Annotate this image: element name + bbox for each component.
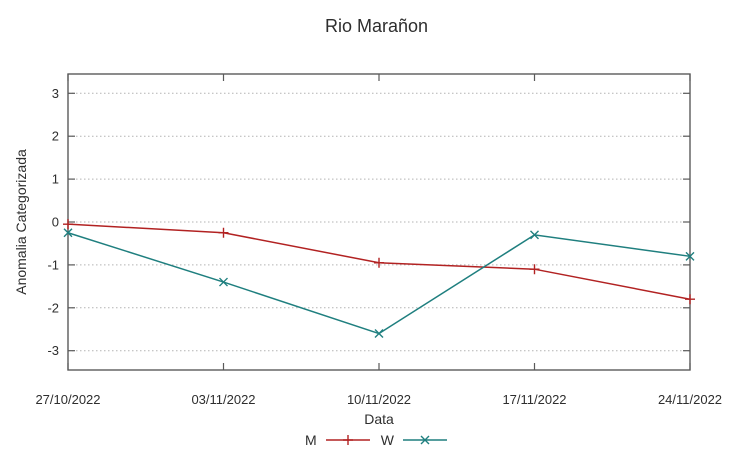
legend-marker-M — [342, 435, 353, 445]
y-tick-label: -1 — [47, 257, 59, 272]
legend-label-w: W — [380, 432, 394, 448]
legend-marker-W — [420, 435, 430, 445]
series-W-marker — [374, 329, 384, 339]
y-tick-label: 1 — [52, 172, 59, 187]
x-tick-label: 27/10/2022 — [35, 392, 100, 407]
series-W-marker — [530, 230, 539, 240]
y-tick-label: 0 — [52, 215, 59, 230]
y-tick-label: -2 — [47, 300, 59, 315]
series-W-marker — [63, 228, 73, 238]
series-W-marker — [685, 251, 695, 261]
legend-label-m: M — [305, 432, 317, 448]
series-M-marker — [529, 264, 540, 275]
y-tick-label: 3 — [52, 86, 59, 101]
legend: M W — [0, 432, 753, 448]
series-M-marker — [218, 227, 229, 238]
legend-sample-w-icon — [402, 435, 447, 445]
y-tick-label: 2 — [52, 129, 59, 144]
chart-title: Rio Marañon — [324, 16, 429, 36]
x-tick-label: 03/11/2022 — [191, 392, 255, 407]
y-tick-label: -3 — [47, 343, 59, 358]
legend-entry-m: M — [305, 432, 371, 448]
x-tick-label: 24/11/2022 — [658, 392, 722, 407]
series-M-marker — [63, 219, 73, 230]
legend-entry-w: W — [381, 432, 448, 448]
series-W-marker — [219, 277, 228, 287]
x-axis-title: Data — [364, 411, 394, 427]
series-W-line — [67, 232, 691, 335]
x-tick-label: 17/11/2022 — [502, 392, 566, 407]
series-M-marker — [374, 257, 384, 268]
x-tick-label: 10/11/2022 — [347, 392, 411, 407]
legend-sample-m-icon — [325, 435, 370, 445]
series-M-marker — [685, 294, 695, 305]
